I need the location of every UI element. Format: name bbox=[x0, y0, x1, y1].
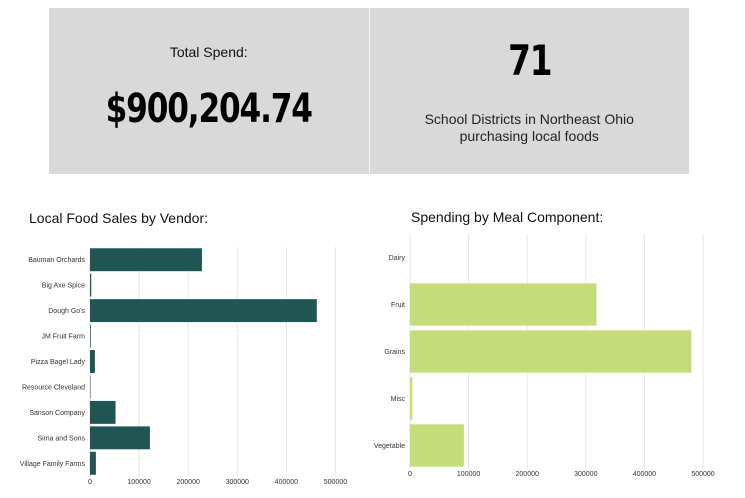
meal-x-tick-label: 200000 bbox=[516, 471, 539, 478]
meal-bar-misc[interactable] bbox=[410, 377, 413, 420]
meal-category-label: Grains bbox=[384, 349, 405, 356]
meal-category-label: Dairy bbox=[389, 255, 406, 262]
meal-bar-vegetable[interactable] bbox=[410, 424, 464, 467]
vendor-bar-sanson-company[interactable] bbox=[90, 400, 116, 424]
vendor-bar-dough-go-s[interactable] bbox=[90, 299, 317, 323]
vendor-category-label: Sanson Company bbox=[29, 410, 85, 417]
vendor-x-tick-label: 100000 bbox=[127, 479, 150, 486]
meal-category-label: Vegetable bbox=[374, 443, 405, 450]
vendor-category-label: Dough Go's bbox=[48, 308, 85, 315]
vendor-bar-jm-fruit-farm[interactable] bbox=[90, 324, 91, 348]
vendor-x-tick-label: 0 bbox=[88, 479, 92, 486]
meal-category-label: Fruit bbox=[391, 302, 405, 309]
vendor-bar-village-family-farms[interactable] bbox=[90, 451, 96, 475]
vendor-bar-sima-and-sons[interactable] bbox=[90, 426, 150, 450]
meal-chart-title: Spending by Meal Component: bbox=[411, 209, 604, 225]
meal-chart: 0 100000 200000 300000 400000 500000 Dairy Frui… bbox=[374, 234, 715, 478]
meal-x-tick-label: 500000 bbox=[691, 471, 714, 478]
districts-count: 71 bbox=[507, 36, 552, 85]
vendor-chart: 0 100000 200000 300000 400000 500000 Bauman Or… bbox=[20, 247, 347, 486]
vendor-chart-title: Local Food Sales by Vendor: bbox=[29, 210, 209, 226]
districts-card: 71 School Districts in Northeast Ohio pu… bbox=[368, 8, 690, 174]
districts-label: School Districts in Northeast Ohio purch… bbox=[424, 111, 634, 144]
vendor-x-tick-label: 300000 bbox=[226, 479, 249, 486]
vendor-category-label: Bauman Orchards bbox=[28, 257, 85, 264]
meal-x-tick-label: 0 bbox=[408, 471, 412, 478]
meal-bar-grains[interactable] bbox=[410, 330, 692, 373]
vendor-category-label: Resource Cleveland bbox=[22, 384, 85, 391]
vendor-category-label: JM Fruit Farm bbox=[41, 334, 85, 341]
kpi-panel: Total Spend: $900,204.74 71 School Distr… bbox=[49, 8, 689, 174]
vendor-category-label: Sima and Sons bbox=[38, 435, 86, 442]
vendor-category-label: Village Family Farms bbox=[20, 461, 86, 468]
vendor-bar-big-axe-spice[interactable] bbox=[90, 273, 92, 297]
total-spend-value: $900,204.74 bbox=[105, 86, 313, 132]
vendor-x-tick-label: 400000 bbox=[275, 479, 298, 486]
meal-x-tick-label: 100000 bbox=[457, 471, 480, 478]
total-spend-card: Total Spend: $900,204.74 bbox=[49, 8, 369, 174]
meal-x-tick-label: 400000 bbox=[633, 471, 656, 478]
meal-x-tick-label: 300000 bbox=[574, 471, 597, 478]
vendor-bar-bauman-orchards[interactable] bbox=[90, 248, 202, 272]
total-spend-label: Total Spend: bbox=[169, 44, 248, 60]
vendor-category-label: Big Axe Spice bbox=[42, 283, 85, 290]
meal-bar-fruit[interactable] bbox=[410, 283, 597, 326]
vendor-bar-pizza-bagel-lady[interactable] bbox=[90, 350, 95, 373]
vendor-category-label: Pizza Bagel Lady bbox=[31, 359, 86, 366]
vendor-x-tick-label: 200000 bbox=[177, 479, 200, 486]
meal-category-label: Misc bbox=[391, 396, 406, 403]
vendor-x-tick-label: 500000 bbox=[324, 479, 347, 486]
